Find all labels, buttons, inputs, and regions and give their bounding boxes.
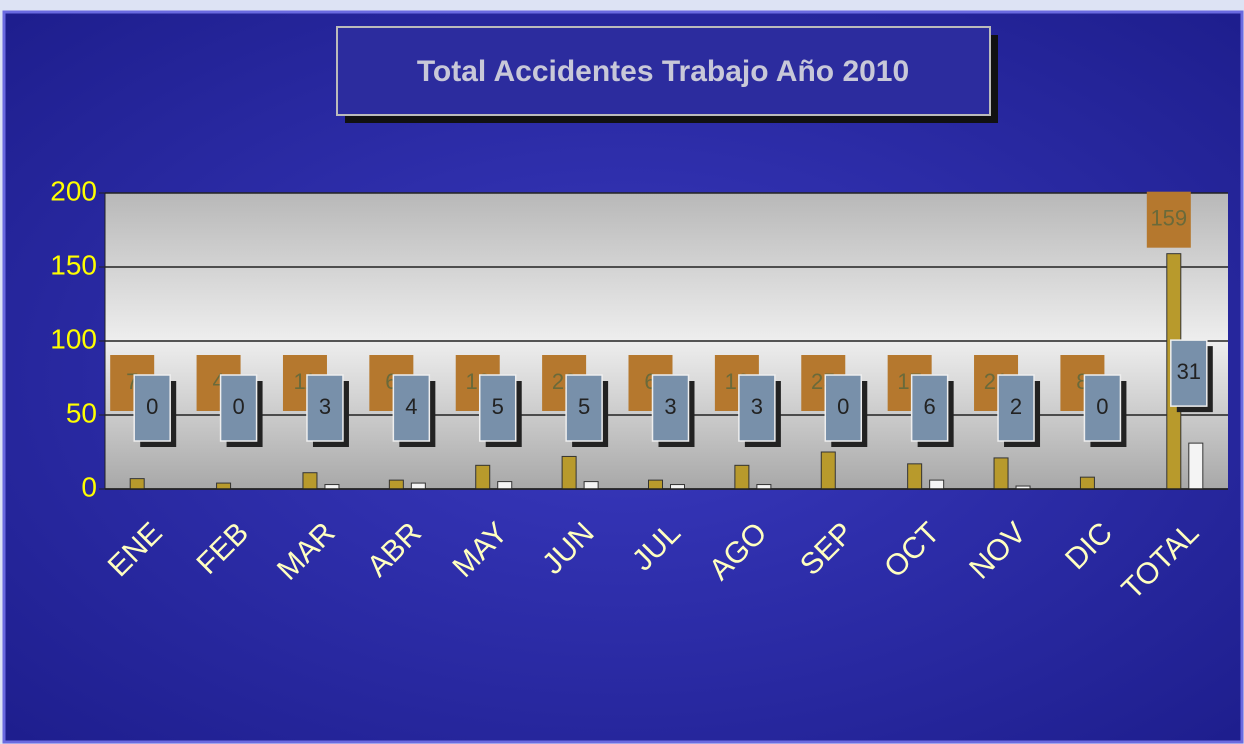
chart-title: Total Accidentes Trabajo Año 2010: [417, 55, 909, 88]
data-label: 4: [405, 394, 417, 419]
data-label-box: [133, 374, 171, 442]
data-label-box: [306, 374, 344, 442]
data-label: 3: [319, 394, 331, 419]
data-label-box: [1083, 374, 1122, 442]
y-tick-label: 200: [50, 175, 97, 206]
data-label: 0: [837, 394, 849, 419]
data-label-box: [997, 374, 1035, 442]
bar: [475, 464, 491, 490]
data-label: 0: [232, 394, 244, 419]
bar: [734, 464, 750, 490]
data-label-box: [392, 374, 431, 442]
data-label: 3: [751, 394, 763, 419]
data-label: 31: [1177, 359, 1201, 384]
data-label: 0: [146, 394, 158, 419]
bar: [302, 472, 318, 490]
y-tick-label: 0: [81, 471, 97, 502]
bar: [129, 478, 145, 490]
data-label-box: [1146, 191, 1191, 248]
bar: [388, 479, 404, 490]
data-label-box: [824, 374, 863, 442]
y-tick-label: 150: [50, 249, 97, 280]
data-label-box: [1170, 339, 1208, 407]
bar: [907, 463, 923, 490]
data-label-box: [651, 374, 690, 442]
data-label: 3: [664, 394, 676, 419]
bar: [1079, 476, 1095, 490]
data-label: 5: [578, 394, 590, 419]
data-label-box: [738, 374, 776, 442]
data-label: 5: [492, 394, 504, 419]
data-label: 0: [1096, 394, 1108, 419]
data-label-box: [478, 374, 517, 442]
bar: [993, 457, 1009, 490]
data-label: 2: [1010, 394, 1022, 419]
data-label: 159: [1150, 205, 1187, 230]
bar: [929, 479, 945, 490]
data-label-box: [219, 374, 258, 442]
bar: [648, 479, 663, 490]
data-label-box: [910, 374, 949, 442]
bar: [216, 482, 232, 490]
bar: [583, 481, 599, 490]
title-box: [336, 26, 991, 116]
bar: [497, 481, 513, 490]
bar: [820, 451, 836, 490]
data-label: 6: [924, 394, 936, 419]
bar: [1188, 442, 1204, 490]
y-tick-label: 50: [66, 397, 97, 428]
bar: [410, 482, 426, 490]
y-tick-label: 100: [50, 323, 97, 354]
data-label-box: [565, 374, 603, 442]
bar: [561, 455, 577, 490]
